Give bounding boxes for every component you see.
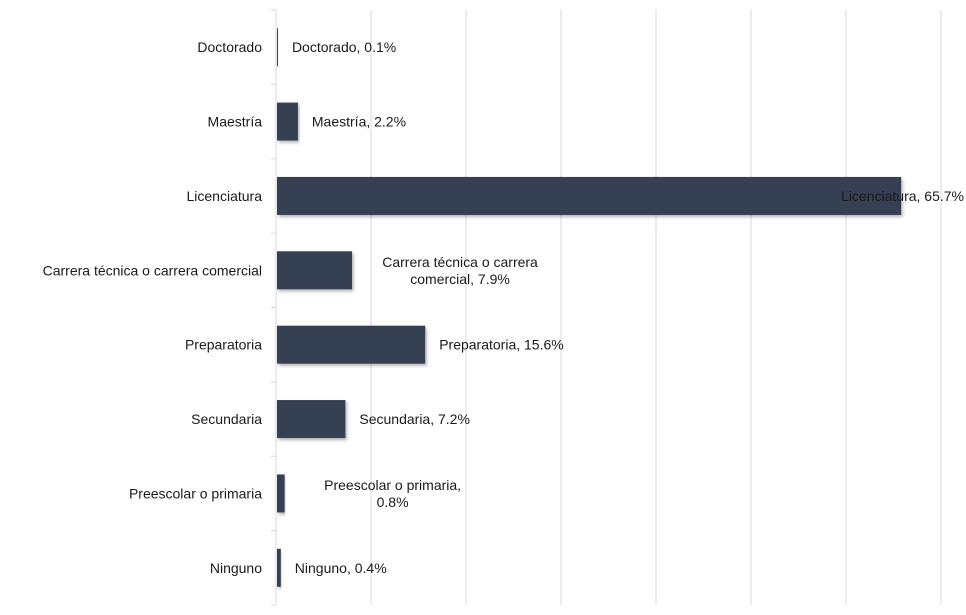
category-label: Ninguno [210, 560, 262, 576]
data-label: Doctorado, 0.1% [292, 39, 396, 55]
bar [277, 474, 285, 513]
bar [277, 251, 353, 290]
bar [277, 176, 902, 215]
category-labels: Doctorado Maestría Licenciatura Carrera téc… [43, 39, 263, 576]
data-label: Carrera técnica o carrera comercial, 7.9% [382, 254, 538, 287]
y-axis-ticks [271, 9, 276, 606]
bar [277, 28, 278, 67]
category-label: Maestría [208, 114, 263, 130]
data-label: Ninguno, 0.4% [295, 560, 387, 576]
data-label: Maestría, 2.2% [312, 114, 406, 130]
category-label: Preparatoria [185, 337, 262, 353]
data-label: Secundaria, 7.2% [359, 411, 470, 427]
data-labels: Doctorado, 0.1% Maestría, 2.2% Licenciatur… [292, 39, 964, 576]
category-label: Doctorado [197, 39, 262, 55]
bars [277, 28, 902, 587]
category-label: Licenciatura [187, 188, 263, 204]
bar [277, 548, 281, 587]
category-label: Carrera técnica o carrera comercial [43, 262, 262, 278]
category-label: Preescolar o primaria [129, 485, 262, 501]
data-label: Preparatoria, 15.6% [439, 337, 564, 353]
bar [277, 400, 346, 439]
bar [277, 102, 298, 141]
bar [277, 325, 426, 364]
data-label: Licenciatura, 65.7% [841, 188, 964, 204]
data-label: Preescolar o primaria, 0.8% [324, 477, 461, 510]
gridlines [370, 10, 942, 605]
category-label: Secundaria [191, 411, 262, 427]
